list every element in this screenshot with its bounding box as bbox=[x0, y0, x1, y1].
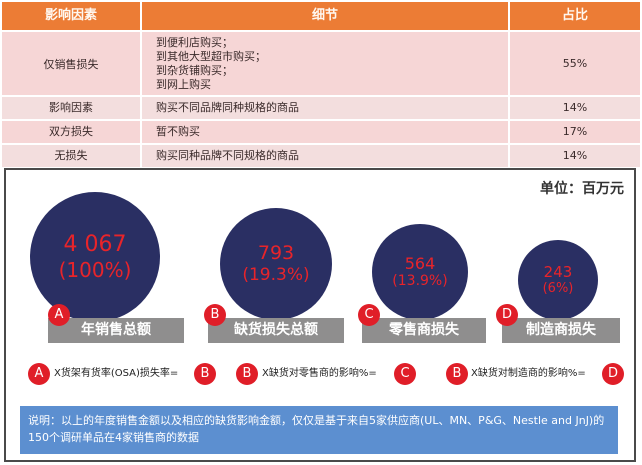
detail-line: 到其他大型超市购买； bbox=[156, 49, 266, 63]
row-share: 55% bbox=[562, 57, 588, 70]
circle-manufacturer-loss: 243 (6%) bbox=[518, 240, 598, 320]
label-manufacturer-loss: 制造商损失 bbox=[502, 318, 620, 343]
header-share: 占比 bbox=[561, 8, 588, 23]
label-annual-sales: 年销售总额 bbox=[48, 318, 184, 343]
detail-line: 到杂货铺购买； bbox=[156, 63, 233, 77]
header-factor: 影响因素 bbox=[2, 2, 142, 30]
table-header-row: 影响因素 细节 占比 bbox=[2, 2, 640, 32]
impact-factor-table: 影响因素 细节 占比 仅销售损失 到便利店购买； 到其他大型超市购买； 到杂货铺… bbox=[2, 2, 640, 169]
circle-stockout-loss: 793 (19.3%) bbox=[220, 208, 332, 320]
detail-line: 到便利店购买； bbox=[156, 35, 233, 49]
row-factor: 双方损失 bbox=[2, 121, 142, 143]
row-details: 暂不购买 bbox=[142, 121, 510, 143]
table-row: 仅销售损失 到便利店购买； 到其他大型超市购买； 到杂货铺购买； 到网上购买 5… bbox=[2, 32, 640, 97]
formula-text: X货架有货率(OSA)损失率= bbox=[54, 368, 179, 379]
loss-overview-panel: 单位：百万元 4 067 (100%) 793 (19.3%) 564 (13.… bbox=[4, 168, 636, 462]
formula-text: X缺货对零售商的影响%= bbox=[262, 368, 377, 379]
row-factor: 仅销售损失 bbox=[2, 32, 142, 95]
formula-badge: B bbox=[236, 363, 258, 385]
circle-value: 793 bbox=[257, 242, 295, 265]
table-row: 影响因素 购买不同品牌同种规格的商品 14% bbox=[2, 97, 640, 121]
badge-a: A bbox=[48, 304, 70, 326]
table-row: 双方损失 暂不购买 17% bbox=[2, 121, 640, 145]
row-share: 17% bbox=[562, 125, 588, 138]
row-factor: 无损失 bbox=[2, 145, 142, 167]
header-details: 细节 bbox=[142, 2, 510, 30]
formula-badge: B bbox=[446, 363, 468, 385]
formula-text: X缺货对制造商的影响%= bbox=[471, 368, 586, 379]
badge-b: B bbox=[204, 304, 226, 326]
explanation-note: 说明：以上的年度销售金额以及相应的缺货影响金额，仅仅是基于来自5家供应商(UL、… bbox=[20, 406, 618, 454]
circle-value: 564 bbox=[404, 254, 436, 273]
circle-value: 243 bbox=[543, 263, 573, 282]
row-share: 14% bbox=[562, 149, 588, 162]
detail-line: 到网上购买 bbox=[156, 77, 211, 91]
row-details: 购买不同品牌同种规格的商品 bbox=[142, 97, 510, 119]
badge-c: C bbox=[358, 304, 380, 326]
circle-percent: (19.3%) bbox=[242, 265, 310, 286]
label-stockout-loss: 缺货损失总额 bbox=[208, 318, 344, 343]
circle-percent: (100%) bbox=[58, 258, 132, 283]
label-retailer-loss: 零售商损失 bbox=[362, 318, 486, 343]
row-details: 购买同种品牌不同规格的商品 bbox=[142, 145, 510, 167]
circle-percent: (13.9%) bbox=[392, 273, 448, 290]
circle-percent: (6%) bbox=[542, 281, 574, 297]
formula-badge: B bbox=[194, 363, 216, 385]
row-factor: 影响因素 bbox=[2, 97, 142, 119]
badge-d: D bbox=[496, 304, 518, 326]
circle-retailer-loss: 564 (13.9%) bbox=[372, 224, 468, 320]
row-share: 14% bbox=[562, 101, 588, 114]
circle-value: 4 067 bbox=[63, 231, 127, 257]
formula-badge: D bbox=[602, 363, 624, 385]
unit-label: 单位：百万元 bbox=[540, 181, 624, 197]
circle-annual-sales: 4 067 (100%) bbox=[30, 192, 160, 322]
row-details: 到便利店购买； 到其他大型超市购买； 到杂货铺购买； 到网上购买 bbox=[142, 32, 510, 95]
formula-badge: C bbox=[394, 363, 416, 385]
formula-badge: A bbox=[28, 363, 50, 385]
table-row: 无损失 购买同种品牌不同规格的商品 14% bbox=[2, 145, 640, 169]
